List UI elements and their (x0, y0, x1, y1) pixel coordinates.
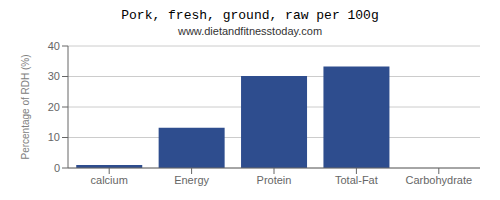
svg-text:0: 0 (54, 162, 60, 174)
svg-text:30: 30 (48, 70, 60, 82)
html-text:Pork, fresh, ground, raw per 1: Pork, fresh, ground, raw per 100g (121, 8, 379, 23)
svg-text:Energy: Energy (174, 174, 209, 186)
svg-text:calcium: calcium (91, 174, 128, 186)
svg-text:Protein: Protein (257, 174, 292, 186)
svg-text:Total-Fat: Total-Fat (335, 174, 378, 186)
svg-text:20: 20 (48, 101, 60, 113)
html-text:www.dietandfitnesstoday.com: www.dietandfitnesstoday.com (178, 25, 322, 37)
svg-text:40: 40 (48, 40, 60, 52)
svg-text:Carbohydrate: Carbohydrate (405, 174, 472, 186)
svg-text:Percentage of RDH (%): Percentage of RDH (%) (20, 54, 31, 159)
svg-text:10: 10 (48, 131, 60, 143)
